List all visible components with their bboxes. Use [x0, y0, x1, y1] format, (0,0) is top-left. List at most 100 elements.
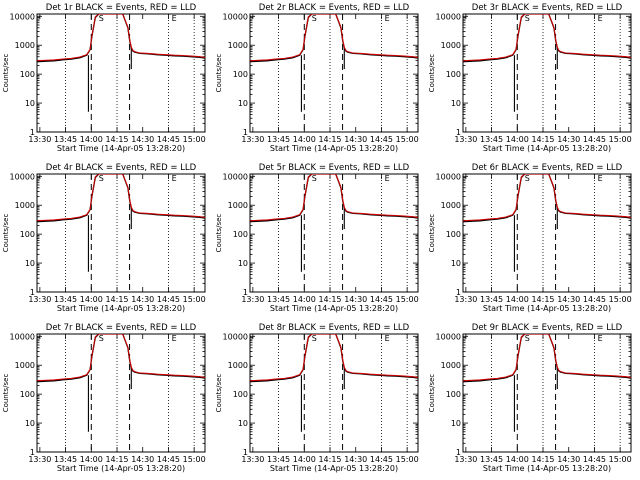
y-tick-label: 1000	[441, 201, 461, 210]
marker-s: S	[99, 334, 104, 343]
y-tick-label: 10000	[436, 332, 461, 341]
plot-frame	[36, 333, 206, 453]
y-tick-label: 1000	[15, 41, 35, 50]
plot-frame	[462, 173, 632, 293]
panel-det-1: Det 1r BLACK = Events, RED = LLD 1 10 100 10…	[2, 3, 206, 153]
x-axis-label: Start Time (14-Apr-05 13:28:20)	[57, 144, 185, 153]
x-tick-label: 13:45	[267, 135, 290, 144]
x-tick-label: 14:30	[344, 295, 367, 304]
y-tick-label: 100	[233, 230, 248, 239]
x-axis-label: Start Time (14-Apr-05 13:28:20)	[483, 144, 611, 153]
series-group	[37, 334, 205, 432]
series-group	[463, 334, 631, 432]
panel-title: Det 8r BLACK = Events, RED = LLD	[259, 323, 410, 333]
series-line-lld	[37, 14, 205, 62]
y-tick-label: 100	[20, 230, 35, 239]
y-tick-label: 100	[20, 70, 35, 79]
y-tick-label: 1	[30, 448, 35, 457]
panel-det-4: Det 4r BLACK = Events, RED = LLD 1 10 100 10…	[2, 163, 206, 313]
series-group	[250, 334, 418, 432]
y-tick-label: 10	[25, 419, 35, 428]
series-group	[250, 14, 418, 112]
x-tick-label: 14:30	[131, 295, 154, 304]
x-tick-label: 13:30	[454, 455, 477, 464]
panel-title: Det 6r BLACK = Events, RED = LLD	[472, 163, 623, 173]
marker-s: S	[312, 334, 317, 343]
x-tick-label: 14:00	[80, 295, 103, 304]
series-line-events	[463, 14, 631, 63]
x-tick-label: 14:00	[80, 455, 103, 464]
x-axis-label: Start Time (14-Apr-05 13:28:20)	[270, 304, 398, 313]
series-line-events	[37, 174, 205, 223]
x-tick-label: 13:45	[480, 455, 503, 464]
x-tick-label: 14:00	[506, 135, 529, 144]
x-tick-label: 15:00	[396, 135, 419, 144]
panel-det-6: Det 6r BLACK = Events, RED = LLD 1 10 100 10…	[428, 163, 632, 313]
series-line-events	[463, 334, 631, 383]
panel-title: Det 9r BLACK = Events, RED = LLD	[472, 323, 623, 333]
series-group	[250, 174, 418, 272]
y-tick-label: 10000	[10, 172, 35, 181]
x-tick-label: 15:00	[183, 135, 206, 144]
y-tick-label: 10000	[223, 12, 248, 21]
panel-det-7: Det 7r BLACK = Events, RED = LLD 1 10 100 10…	[2, 323, 206, 473]
marker-s: S	[99, 174, 104, 183]
y-axis-label: Counts/sec	[428, 374, 436, 413]
x-tick-label: 14:30	[344, 135, 367, 144]
y-tick-label: 1	[243, 448, 248, 457]
x-axis-label: Start Time (14-Apr-05 13:28:20)	[57, 464, 185, 473]
x-tick-label: 13:30	[28, 455, 51, 464]
plot-frame	[36, 173, 206, 293]
x-tick-label: 14:00	[293, 455, 316, 464]
y-tick-label: 1	[456, 448, 461, 457]
series-line-lld	[250, 334, 418, 382]
x-tick-label: 14:15	[318, 455, 341, 464]
y-tick-label: 1000	[441, 41, 461, 50]
x-tick-label: 13:45	[480, 135, 503, 144]
x-tick-label: 13:45	[54, 135, 77, 144]
x-tick-label: 14:30	[344, 455, 367, 464]
x-tick-label: 13:30	[28, 135, 51, 144]
series-group	[463, 174, 631, 272]
y-tick-label: 1000	[15, 201, 35, 210]
marker-e: E	[598, 334, 603, 343]
x-tick-label: 15:00	[609, 135, 632, 144]
x-axis-label: Start Time (14-Apr-05 13:28:20)	[270, 464, 398, 473]
y-tick-label: 10000	[10, 332, 35, 341]
x-tick-label: 13:30	[454, 135, 477, 144]
x-tick-label: 14:00	[80, 135, 103, 144]
y-tick-label: 100	[446, 230, 461, 239]
marker-e: E	[598, 174, 603, 183]
y-axis-label: Counts/sec	[2, 54, 10, 93]
marker-e: E	[598, 14, 603, 23]
x-tick-label: 14:15	[318, 295, 341, 304]
x-tick-label: 13:45	[54, 455, 77, 464]
y-tick-label: 1000	[441, 361, 461, 370]
x-tick-label: 14:00	[293, 295, 316, 304]
x-tick-label: 13:30	[241, 295, 264, 304]
series-group	[37, 174, 205, 272]
y-tick-label: 1	[30, 288, 35, 297]
series-line-lld	[250, 174, 418, 222]
y-tick-label: 1000	[228, 41, 248, 50]
x-tick-label: 13:45	[267, 455, 290, 464]
x-tick-label: 14:45	[583, 295, 606, 304]
y-tick-label: 10	[238, 259, 248, 268]
y-tick-label: 100	[446, 70, 461, 79]
x-tick-label: 14:00	[506, 455, 529, 464]
y-tick-label: 10	[451, 419, 461, 428]
y-tick-label: 10000	[436, 12, 461, 21]
y-tick-label: 1	[456, 128, 461, 137]
y-axis-label: Counts/sec	[215, 54, 223, 93]
x-tick-label: 13:30	[454, 295, 477, 304]
y-axis-label: Counts/sec	[2, 214, 10, 253]
x-tick-label: 14:30	[557, 455, 580, 464]
x-tick-label: 14:45	[157, 295, 180, 304]
x-tick-label: 15:00	[183, 295, 206, 304]
plot-frame	[36, 13, 206, 133]
series-line-events	[37, 334, 205, 383]
x-tick-label: 14:15	[531, 295, 554, 304]
y-axis-label: Counts/sec	[428, 214, 436, 253]
marker-e: E	[385, 334, 390, 343]
